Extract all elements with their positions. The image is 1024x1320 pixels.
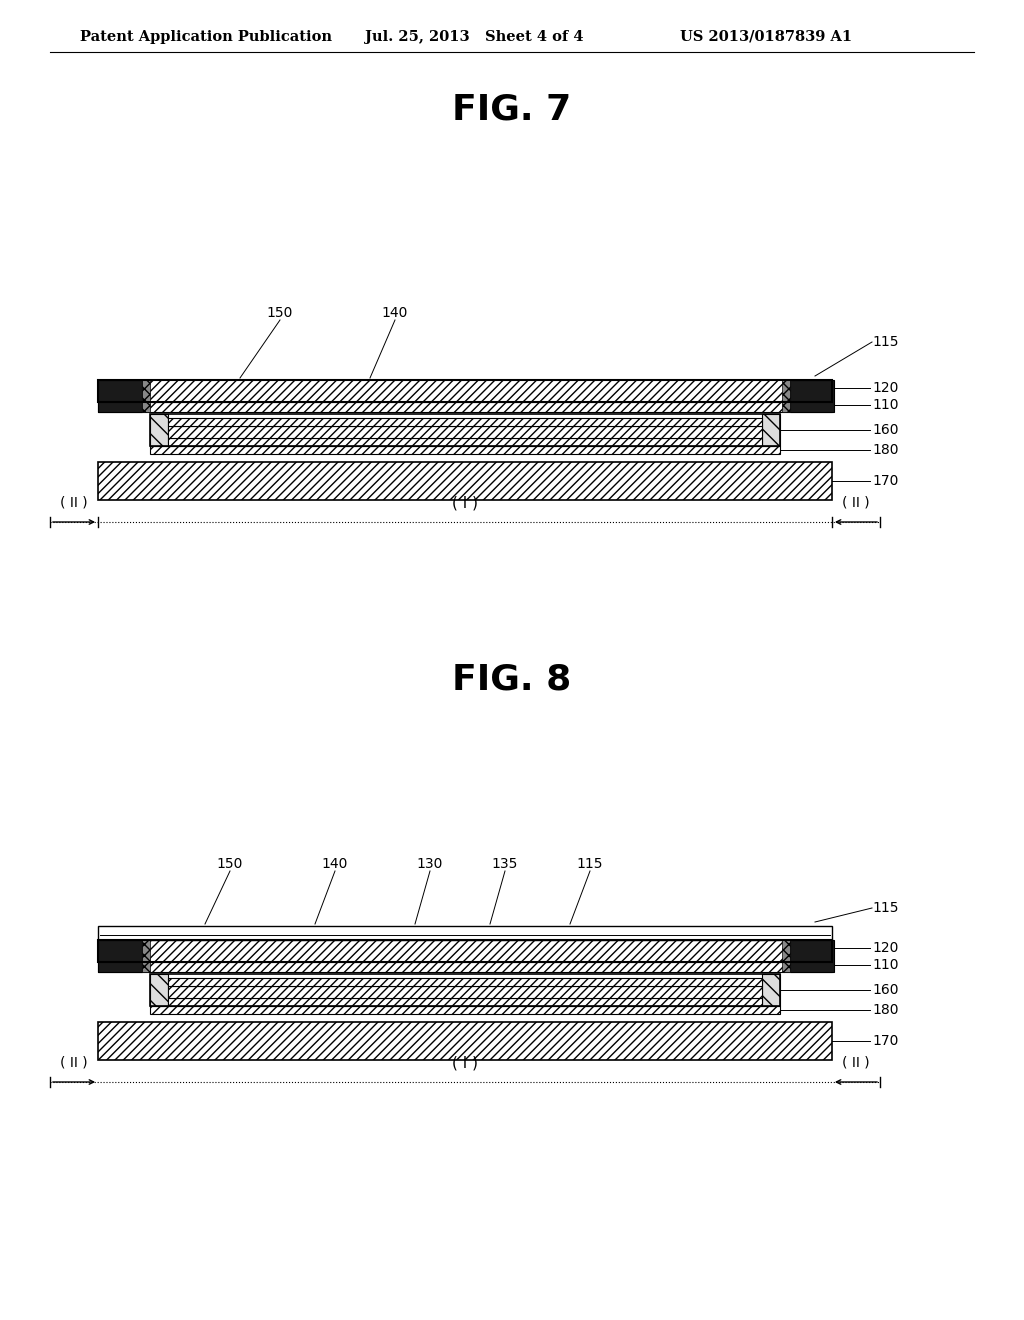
Text: 110: 110 [872,958,898,972]
Text: ( II ): ( II ) [842,1056,869,1071]
Bar [150,974,780,1006]
Bar [168,978,762,986]
Bar [142,380,150,412]
Text: ( II ): ( II ) [842,496,869,510]
Text: 160: 160 [872,983,898,997]
Bar [782,380,790,412]
Text: 135: 135 [492,857,518,871]
Text: FIG. 8: FIG. 8 [453,663,571,697]
Bar [150,1006,780,1014]
Bar [98,1022,831,1060]
Bar [782,940,790,972]
Text: US 2013/0187839 A1: US 2013/0187839 A1 [680,30,852,44]
Text: 140: 140 [322,857,348,871]
Bar [98,380,831,403]
Text: 120: 120 [872,941,898,954]
Text: ( I ): ( I ) [452,495,478,510]
Bar [98,962,831,972]
Text: 115: 115 [577,857,603,871]
Bar [168,998,762,1006]
Bar [142,940,150,972]
Bar [168,426,762,438]
Bar [762,414,780,446]
Text: 170: 170 [872,474,898,488]
Bar [98,462,831,500]
Text: ( I ): ( I ) [452,1055,478,1071]
Text: 120: 120 [872,381,898,395]
Text: 140: 140 [382,306,409,319]
Text: 110: 110 [872,399,898,412]
Bar [790,380,834,412]
Bar [98,380,142,412]
Text: ( II ): ( II ) [60,1056,88,1071]
Bar [150,414,168,446]
Bar [762,974,780,1006]
Bar [150,414,780,446]
Bar [790,940,834,972]
Text: 115: 115 [872,335,898,348]
Text: 180: 180 [872,1003,898,1016]
Bar [98,940,831,962]
Text: 150: 150 [267,306,293,319]
Text: 130: 130 [417,857,443,871]
Bar [150,974,168,1006]
Text: Patent Application Publication: Patent Application Publication [80,30,332,44]
Bar [98,403,831,412]
Bar [168,986,762,998]
Bar [98,927,831,940]
Text: 115: 115 [872,902,898,915]
Bar [168,418,762,426]
Text: ( II ): ( II ) [60,496,88,510]
Bar [168,438,762,446]
Bar [98,380,831,403]
Bar [98,940,831,962]
Text: 170: 170 [872,1034,898,1048]
Bar [98,940,142,972]
Text: 150: 150 [217,857,243,871]
Text: Jul. 25, 2013   Sheet 4 of 4: Jul. 25, 2013 Sheet 4 of 4 [365,30,584,44]
Text: 160: 160 [872,422,898,437]
Text: FIG. 7: FIG. 7 [453,92,571,127]
Text: 180: 180 [872,444,898,457]
Bar [150,446,780,454]
